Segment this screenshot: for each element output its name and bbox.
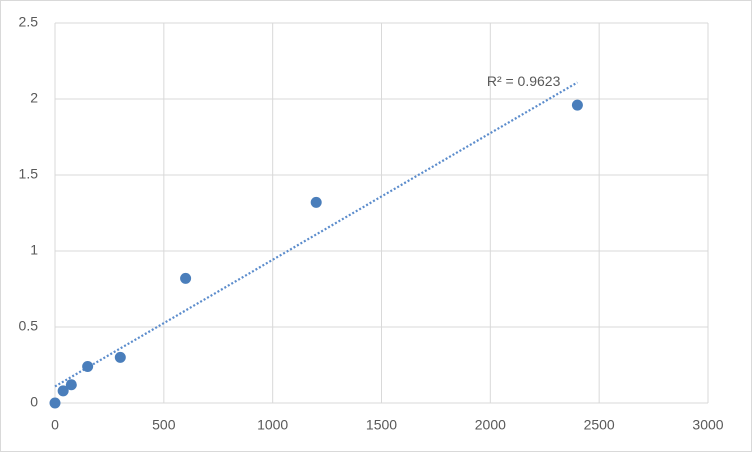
y-tick-label: 1 [30,242,38,258]
point [114,351,126,363]
x-tick-label: 1500 [366,417,397,433]
x-tick-label: 3000 [692,417,723,433]
x-tick-label: 1000 [257,417,288,433]
point [65,379,77,391]
point [57,385,69,397]
point [571,99,583,111]
point [49,397,61,409]
y-tick-label: 1.5 [19,166,39,182]
y-tick-label: 0.5 [19,318,39,334]
x-tick-label: 2000 [475,417,506,433]
y-tick-label: 2 [30,90,38,106]
y-tick-label: 2.5 [19,14,39,30]
trendline [54,81,578,388]
x-tick-label: 2500 [584,417,615,433]
x-tick-label: 500 [152,417,176,433]
point [180,272,192,284]
annotation: R² = 0.9623 [487,73,561,89]
x-tick-label: 0 [51,417,59,433]
y-tick-label: 0 [30,394,38,410]
point [82,361,94,373]
point [310,196,322,208]
